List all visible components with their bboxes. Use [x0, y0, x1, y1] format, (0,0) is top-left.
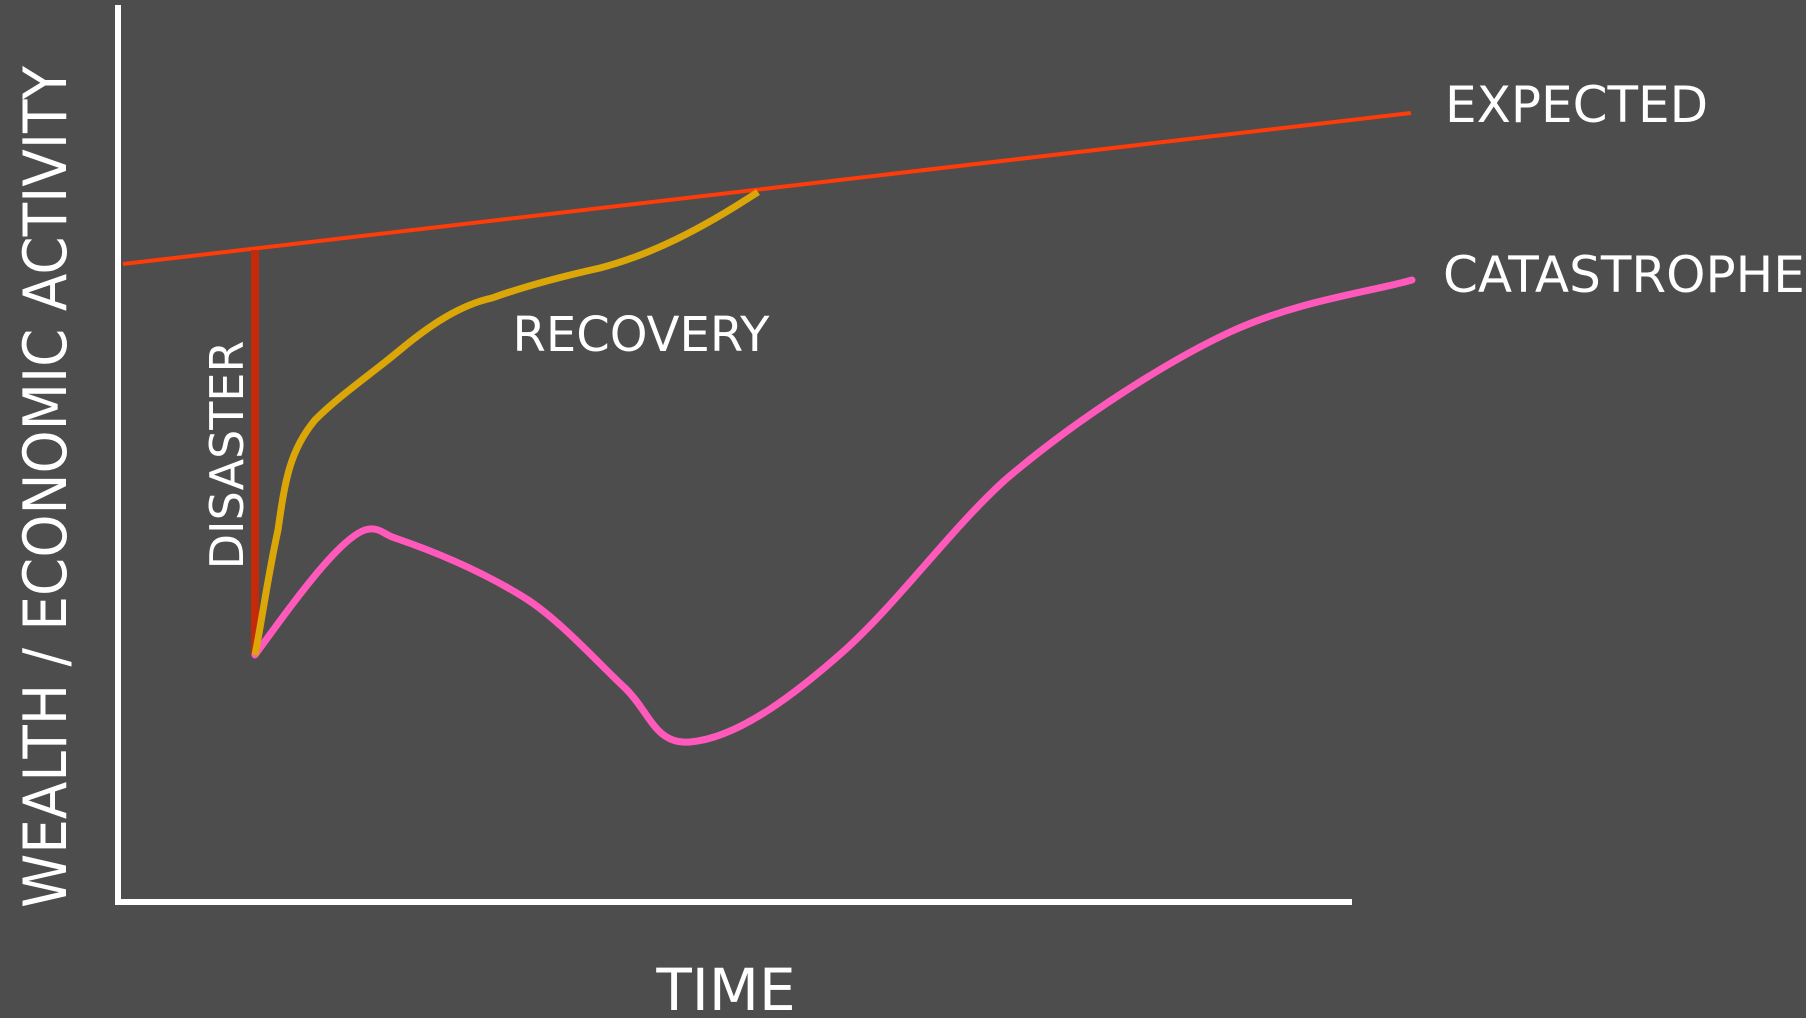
y-axis-label: WEALTH / ECONOMIC ACTIVITY — [11, 66, 81, 908]
expected-line — [122, 111, 1412, 266]
catastrophe-label: CATASTROPHE — [1443, 246, 1805, 304]
recovery-curve — [251, 189, 760, 656]
x-axis-label: TIME — [655, 956, 795, 1018]
recovery-label: RECOVERY — [513, 307, 771, 363]
catastrophe-curve — [251, 276, 1416, 746]
disaster-label: DISASTER — [200, 341, 254, 570]
expected-label: EXPECTED — [1445, 76, 1708, 134]
